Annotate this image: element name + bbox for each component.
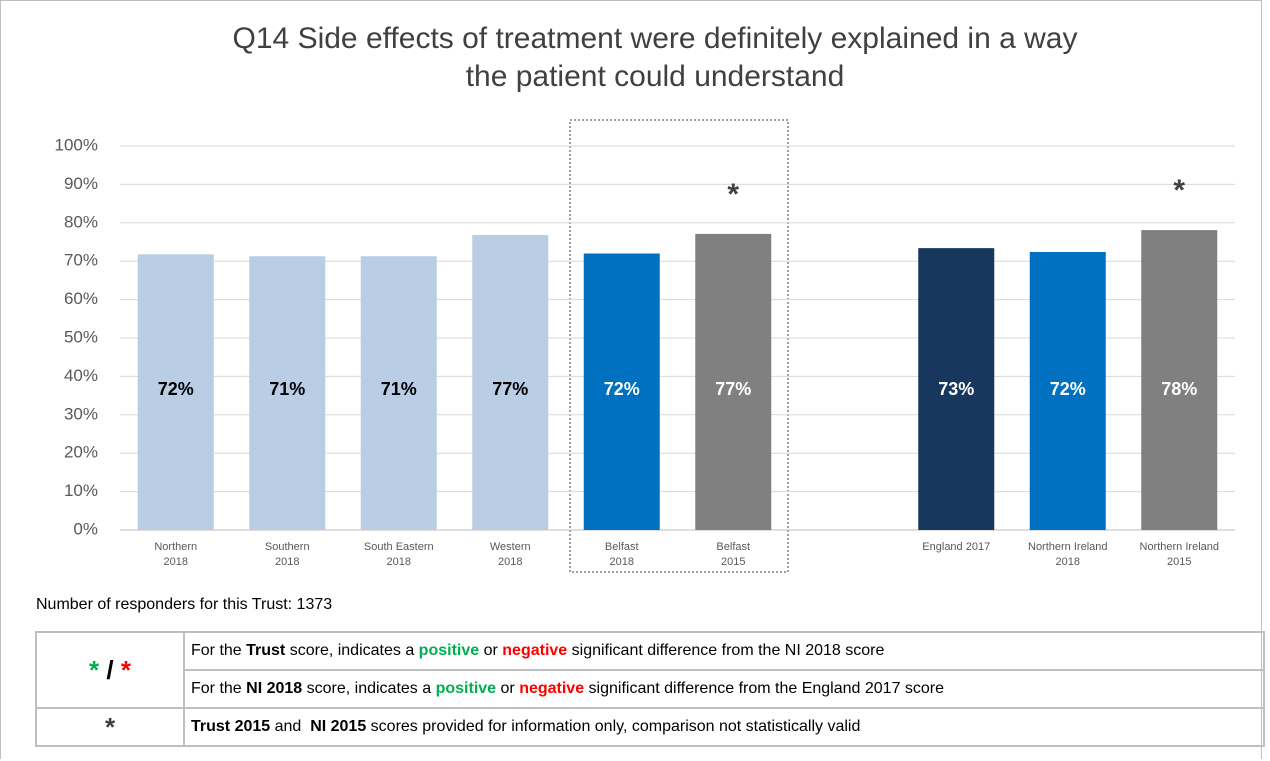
- value-label: 71%: [381, 379, 417, 399]
- bar: [249, 256, 326, 530]
- legend-segment: scores provided for information only, co…: [366, 718, 861, 735]
- legend-segment: positive: [418, 642, 480, 659]
- legend-segment: significant difference from the NI 2018 …: [567, 642, 885, 659]
- x-tick-label: 2018: [610, 556, 634, 568]
- legend-symbol: *: [35, 707, 185, 747]
- marker: *: [727, 178, 739, 211]
- chart-title: Q14 Side effects of treatment were defin…: [233, 22, 1078, 55]
- y-tick-label: 10%: [64, 481, 98, 500]
- marker: *: [1173, 174, 1185, 207]
- value-label: 72%: [1050, 379, 1086, 399]
- legend-segment: negative: [519, 680, 585, 697]
- legend-segment: NI 2015: [310, 718, 367, 735]
- y-tick-label: 70%: [64, 251, 98, 270]
- bar: [695, 233, 772, 530]
- legend-segment: Trust: [246, 642, 286, 659]
- legend-segment: negative: [502, 642, 568, 659]
- y-tick-label: 20%: [64, 443, 98, 462]
- y-tick-label: 40%: [64, 366, 98, 385]
- legend-segment: NI 2018: [246, 680, 303, 697]
- bar: [472, 235, 549, 530]
- bar: [918, 248, 995, 531]
- bar: [1029, 251, 1106, 530]
- chart-title: the patient could understand: [466, 60, 845, 93]
- legend-segment: Trust 2015: [191, 718, 271, 735]
- legend-text: For the NI 2018 score, indicates a posit…: [183, 669, 1265, 709]
- legend-segment: /: [99, 654, 121, 685]
- x-tick-label: 2018: [275, 556, 299, 568]
- x-tick-label: Northern: [154, 541, 197, 553]
- y-tick-label: 30%: [64, 404, 98, 423]
- legend-symbol: * / *: [35, 631, 185, 709]
- bar: [1141, 230, 1218, 530]
- legend-segment: score, indicates a: [302, 680, 436, 697]
- value-label: 71%: [269, 379, 305, 399]
- y-tick-label: 0%: [73, 519, 98, 538]
- y-tick-label: 80%: [64, 212, 98, 231]
- value-label: 72%: [604, 379, 640, 399]
- responders: Number of responders for this Trust: 137…: [36, 596, 333, 613]
- chart: Q14 Side effects of treatment were defin…: [55, 22, 1235, 573]
- bar: [583, 253, 660, 530]
- legend-segment: For the: [191, 680, 247, 697]
- x-tick-label: Northern Ireland: [1140, 541, 1220, 553]
- x-tick-label: 2018: [387, 556, 411, 568]
- legend-segment: score, indicates a: [285, 642, 419, 659]
- y-tick-label: 100%: [55, 135, 98, 154]
- x-tick-label: England 2017: [922, 541, 990, 553]
- legend-segment: *: [89, 654, 100, 685]
- legend-table: * / * For the Trust score, indicates a po…: [35, 631, 1265, 747]
- legend-segment: *: [104, 711, 116, 742]
- legend-segment: positive: [435, 680, 497, 697]
- x-tick-label: 2018: [498, 556, 522, 568]
- x-tick-label: 2015: [1167, 556, 1191, 568]
- x-tick-label: Northern Ireland: [1028, 541, 1108, 553]
- value-label: 72%: [158, 379, 194, 399]
- legend-text: Trust 2015 and NI 2015 scores provided f…: [183, 707, 1265, 747]
- highlight-box: [569, 119, 789, 573]
- y-tick-label: 90%: [64, 174, 98, 193]
- bar: [360, 256, 437, 530]
- legend-segment: significant difference from the England …: [584, 680, 945, 697]
- legend-segment: For the: [191, 642, 247, 659]
- legend-segment: or: [479, 642, 503, 659]
- value-label: 78%: [1161, 379, 1197, 399]
- x-tick-label: 2018: [1056, 556, 1080, 568]
- y-tick-label: 50%: [64, 327, 98, 346]
- x-tick-label: Belfast: [716, 541, 750, 553]
- legend-segment: or: [496, 680, 520, 697]
- legend-segment: *: [120, 654, 131, 685]
- x-tick-label: South Eastern: [364, 541, 434, 553]
- bar: [137, 254, 214, 530]
- x-tick-label: Belfast: [605, 541, 639, 553]
- value-label: 77%: [492, 379, 528, 399]
- x-tick-label: 2015: [721, 556, 745, 568]
- x-tick-label: Southern: [265, 541, 310, 553]
- value-label: 73%: [938, 379, 974, 399]
- y-tick-label: 60%: [64, 289, 98, 308]
- legend-text: For the Trust score, indicates a positiv…: [183, 631, 1265, 671]
- x-tick-label: 2018: [164, 556, 188, 568]
- legend-segment: and: [270, 718, 311, 735]
- x-tick-label: Western: [490, 541, 531, 553]
- value-label: 77%: [715, 379, 751, 399]
